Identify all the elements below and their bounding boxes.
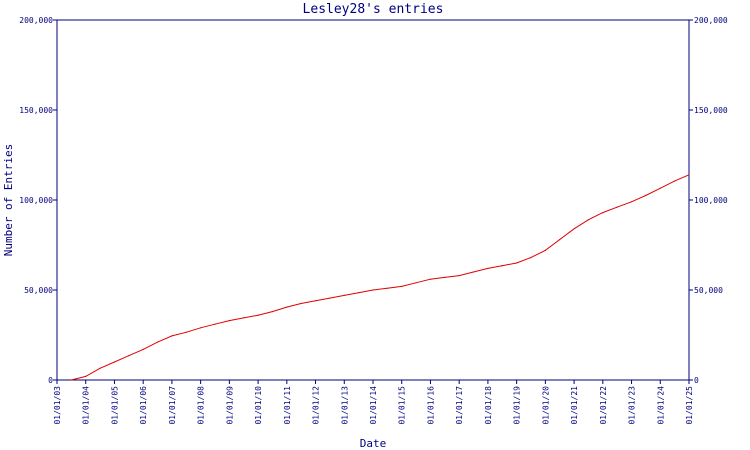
data-point (357, 292, 360, 294)
y-axis-title: Number of Entries (2, 144, 15, 257)
x-tick-label: 01/01/24 (656, 386, 665, 425)
x-tick-label: 01/01/12 (312, 386, 321, 425)
data-point (200, 327, 202, 329)
data-point (214, 323, 216, 325)
data-point (142, 348, 144, 350)
data-point (185, 331, 187, 333)
plot-frame (56, 19, 690, 381)
x-axis-title: Date (360, 437, 387, 450)
data-point (673, 180, 676, 182)
x-tick-label: 01/01/04 (82, 386, 91, 425)
data-point (659, 187, 661, 189)
data-point (487, 267, 489, 269)
chart-title: Lesley28's entries (303, 2, 444, 17)
x-tick-label: 01/01/19 (513, 386, 522, 425)
x-tick-label: 01/01/13 (340, 386, 349, 425)
x-tick-label: 01/01/09 (225, 386, 234, 425)
data-point (257, 314, 259, 316)
data-point (243, 317, 245, 319)
data-point (688, 174, 690, 176)
data-point (372, 289, 374, 291)
x-tick-label: 01/01/08 (197, 386, 206, 425)
data-point (516, 262, 518, 264)
data-point (99, 367, 101, 369)
y-tick-label-right: 150,000 (694, 106, 728, 115)
x-tick-label: 01/01/06 (139, 386, 148, 425)
y-tick-label-right: 100,000 (694, 196, 728, 205)
data-point (616, 206, 618, 208)
data-point (314, 300, 317, 302)
y-tick-label-left: 150,000 (19, 106, 53, 115)
data-point (587, 219, 589, 221)
y-tick-label-right: 200,000 (694, 16, 728, 25)
data-point (386, 287, 388, 289)
data-point (401, 285, 403, 287)
x-tick-label: 01/01/03 (53, 386, 62, 425)
y-axis-right: 0 50,000 100,000 150,000 200,000 (689, 16, 728, 385)
series-line (71, 174, 690, 381)
data-point (228, 320, 230, 322)
x-tick-label: 01/01/22 (599, 386, 608, 425)
x-tick-label: 01/01/17 (455, 386, 464, 425)
data-point (559, 239, 561, 241)
x-tick-label: 01/01/18 (484, 386, 493, 425)
x-tick-label: 01/01/25 (685, 386, 694, 425)
y-tick-label-right: 50,000 (694, 286, 723, 295)
data-point (286, 306, 288, 308)
x-tick-label: 01/01/07 (168, 386, 177, 425)
data-point (530, 257, 532, 259)
y-tick-label-left: 100,000 (19, 196, 53, 205)
x-axis: 01/01/03 01/01/04 01/01/05 01/01/06 01/01/07… (53, 380, 694, 425)
data-point (630, 201, 633, 203)
data-point (444, 276, 446, 278)
data-point (415, 282, 417, 284)
data-point (329, 297, 331, 299)
x-tick-label: 01/01/11 (283, 386, 292, 425)
y-tick-label-right: 0 (694, 376, 699, 385)
data-point (343, 294, 345, 296)
x-tick-label: 01/01/21 (570, 386, 579, 425)
data-point (501, 265, 503, 267)
x-tick-label: 01/01/20 (541, 386, 550, 425)
y-tick-label-left: 200,000 (19, 16, 53, 25)
data-point (156, 341, 158, 343)
y-axis-left: 0 50,000 100,000 150,000 200,000 (19, 16, 57, 385)
y-tick-label-left: 0 (48, 376, 53, 385)
data-point (645, 194, 647, 197)
data-point (70, 379, 72, 381)
data-point (429, 278, 431, 280)
data-point (458, 275, 460, 277)
data-point (544, 249, 546, 251)
data-point (128, 355, 130, 357)
x-tick-label: 01/01/16 (426, 386, 435, 425)
x-tick-label: 01/01/05 (110, 386, 119, 425)
x-tick-label: 01/01/10 (254, 386, 263, 425)
y-tick-label-left: 50,000 (24, 286, 53, 295)
data-point (271, 311, 273, 313)
data-point (300, 302, 302, 305)
data-point (85, 375, 87, 377)
data-point (573, 228, 575, 230)
data-point (113, 361, 116, 363)
data-point (472, 271, 474, 273)
x-tick-label: 01/01/23 (628, 386, 637, 425)
x-tick-label: 01/01/14 (369, 386, 378, 425)
data-point (171, 335, 173, 337)
x-tick-label: 01/01/15 (398, 386, 407, 425)
series-points (70, 174, 690, 381)
data-point (602, 212, 604, 214)
